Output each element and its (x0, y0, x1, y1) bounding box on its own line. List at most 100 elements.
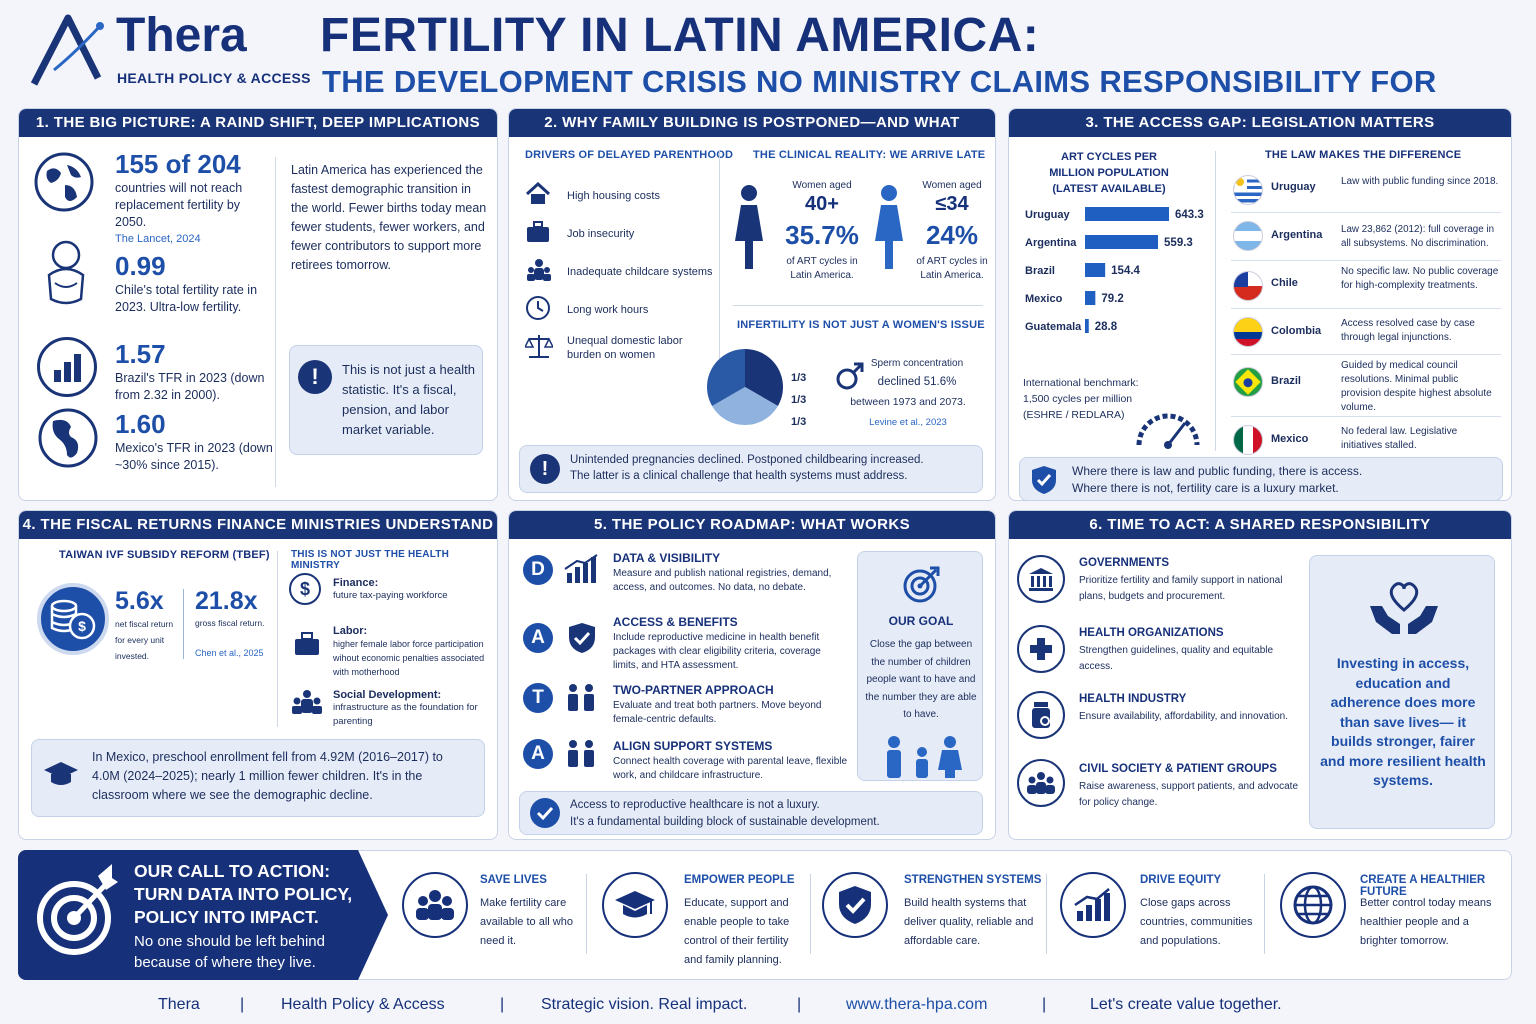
section-fiscal-returns: 4. THE FISCAL RETURNS FINANCE MINISTRIES… (18, 510, 498, 840)
argentina-flag-icon (1233, 221, 1263, 251)
roadmap-letter: A (523, 623, 553, 653)
law-row: Uruguay Law with public funding since 20… (1231, 167, 1501, 213)
section-heading: 1. THE BIG PICTURE: A RAIND SHIFT, DEEP … (19, 109, 497, 137)
cta-item: STRENGTHEN SYSTEMS Build health systems … (822, 866, 1042, 966)
footer-website-link[interactable]: www.thera-hpa.com (846, 996, 988, 1013)
law-country: Mexico (1271, 433, 1309, 445)
stat-source: The Lancet, 2024 (115, 233, 201, 245)
actor-item: HEALTH ORGANIZATIONS Strengthen guidelin… (1017, 623, 1313, 689)
divider (719, 151, 720, 391)
law-text: Guided by medical council resolutions. M… (1341, 360, 1492, 413)
briefcase-icon (293, 631, 321, 657)
divider (586, 874, 587, 954)
driver-item: High housing costs (525, 177, 715, 215)
law-country: Uruguay (1271, 181, 1316, 193)
cta-item-text: Educate, support and enable people to ta… (684, 897, 790, 966)
divider (810, 874, 811, 954)
cta-line4: No one should be left behind (134, 933, 325, 950)
stat-text: Chile's total fertility rate in 2023. Ul… (115, 283, 258, 314)
stat-text: Mexico's TFR in 2023 (down ~30% since 20… (115, 441, 273, 472)
roadmap-letter: D (523, 555, 553, 585)
stat-value: 0.99 (115, 251, 166, 281)
footer-separator: | (240, 996, 245, 1013)
footer-separator: | (500, 996, 505, 1013)
section-policy-roadmap: 5. THE POLICY ROADMAP: WHAT WORKS D DATA… (508, 510, 996, 840)
house-icon (525, 181, 555, 211)
shield-check-icon (567, 621, 597, 655)
medical-cross-icon (1017, 625, 1065, 673)
government-building-icon (1017, 555, 1065, 603)
chart-up-icon (563, 553, 599, 587)
law-country: Argentina (1271, 229, 1323, 241)
globe-icon (33, 151, 95, 213)
roadmap-title: ACCESS & BENEFITS (613, 615, 738, 629)
logo-mark-icon (30, 14, 104, 86)
section-heading: 2. WHY FAMILY BUILDING IS POSTPONED—AND … (509, 109, 995, 159)
clock-icon (525, 295, 555, 326)
driver-label: High housing costs (567, 190, 660, 202)
taiwan-title: TAIWAN IVF SUBSIDY REFORM (TBEF) (59, 549, 270, 561)
sperm-line1: Sperm concentration (870, 358, 964, 369)
pct-value: 35.7% (785, 220, 859, 250)
law-row: Mexico No federal law. Legislative initi… (1231, 417, 1501, 459)
actor-text: Strengthen guidelines, quality and equit… (1079, 645, 1274, 672)
sperm-line2: declined 51.6% (877, 376, 957, 388)
shield-check-icon (822, 872, 888, 938)
cta-items: SAVE LIVES Make fertility care available… (402, 866, 1502, 966)
cta-item-title: STRENGTHEN SYSTEMS (904, 874, 1042, 886)
footer: Thera | Health Policy & Access | Strateg… (0, 994, 1536, 1020)
roadmap-text: Evaluate and treat both partners. Move b… (613, 700, 822, 725)
actor-title: GOVERNMENTS (1079, 557, 1170, 569)
chen-source: Chen et al., 2025 (195, 648, 264, 658)
thirds-pie (705, 347, 785, 427)
page-subtitle: THE DEVELOPMENT CRISIS NO MINISTRY CLAIM… (322, 64, 1437, 99)
pct-text: of ART cycles in Latin America. (786, 256, 858, 281)
goal-title: OUR GOAL (888, 614, 954, 628)
cta-item-text: Build health systems that deliver qualit… (904, 897, 1034, 947)
intro-text: Latin America has experienced the fastes… (291, 163, 487, 272)
note-box: Where there is law and public funding, t… (1019, 457, 1503, 500)
law-text: Law with public funding since 2018. (1341, 176, 1499, 187)
benchmark-text: International benchmark: 1,500 cycles pe… (1023, 377, 1139, 421)
actor-title: HEALTH ORGANIZATIONS (1079, 627, 1224, 639)
baby-icon (43, 239, 89, 305)
chart-category-label: Mexico (1025, 293, 1063, 305)
chart-bar (1085, 207, 1169, 221)
notjust-title: THIS IS NOT JUST THE HEALTH MINISTRY (291, 549, 449, 571)
section-postponed: 2. WHY FAMILY BUILDING IS POSTPONED—AND … (508, 108, 996, 501)
target-icon (902, 564, 942, 604)
chart-value-label: 643.3 (1175, 209, 1204, 221)
law-country: Colombia (1271, 325, 1322, 337)
exclamation-icon: ! (530, 454, 560, 484)
infertility-title: INFERTILITY IS NOT JUST A WOMEN'S ISSUE (737, 319, 985, 331)
chart-bar (1085, 291, 1096, 305)
people-group-icon (1017, 759, 1065, 807)
gross-text: gross fiscal return. (195, 618, 265, 628)
cta-line2: TURN DATA INTO POLICY, (134, 884, 353, 904)
roadmap-item: T TWO-PARTNER APPROACH Evaluate and trea… (521, 679, 851, 735)
actor-item: CIVIL SOCIETY & PATIENT GROUPS Raise awa… (1017, 759, 1313, 825)
roadmap-title: TWO-PARTNER APPROACH (613, 683, 774, 697)
woman-younger-icon (871, 183, 907, 273)
cta-item: DRIVE EQUITY Close gaps across countries… (1060, 866, 1270, 966)
note-box: Access to reproductive healthcare is not… (519, 791, 983, 835)
actor-item: HEALTH INDUSTRY Ensure availability, aff… (1017, 689, 1313, 759)
briefcase-icon (525, 220, 555, 249)
item-text: higher female labor force participation … (333, 639, 485, 677)
sperm-line3: between 1973 and 2073. (850, 396, 966, 408)
chart-value-label: 154.4 (1111, 265, 1140, 277)
cta-item-text: Close gaps across countries, communities… (1140, 897, 1253, 947)
note-text: Unintended pregnancies declined. Postpon… (570, 454, 924, 482)
stat-text: countries will not reach replacement fer… (115, 181, 243, 229)
roadmap-letter: A (523, 739, 553, 769)
cta-line5: because of where they live. (134, 954, 316, 971)
page-title: FERTILITY IN LATIN AMERICA: (320, 9, 1040, 62)
callout-text: This is not just a health statistic. It'… (342, 362, 475, 437)
pct-text: of ART cycles in Latin America. (916, 256, 988, 281)
section-big-picture: 1. THE BIG PICTURE: A RAIND SHIFT, DEEP … (18, 108, 498, 501)
exclamation-icon: ! (298, 360, 332, 394)
roadmap-item: D DATA & VISIBILITY Measure and publish … (521, 551, 851, 613)
roadmap-text: Connect health coverage with parental le… (613, 756, 848, 781)
stat-value: 1.57 (115, 339, 166, 369)
third-label: 1/3 (791, 372, 807, 384)
